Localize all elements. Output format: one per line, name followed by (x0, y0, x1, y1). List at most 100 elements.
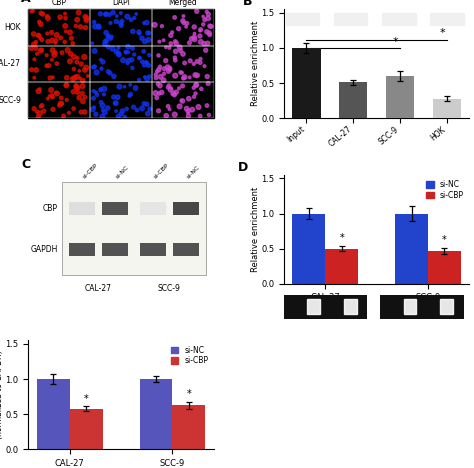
Point (70, 53, 78, 60)
Point (183, 20, 191, 27)
Point (140, 48, 147, 55)
Text: Merged: Merged (168, 0, 197, 7)
Point (33, 50, 41, 58)
Point (140, 100, 148, 107)
Point (49, 73, 56, 81)
Point (57, 94, 65, 102)
Text: CAL-27: CAL-27 (85, 284, 112, 293)
Point (67, 50, 74, 58)
Point (121, 113, 128, 120)
Bar (395, 213, 428, 284)
Point (121, 83, 128, 90)
Point (122, 48, 130, 56)
Point (117, 9, 125, 17)
Point (58, 100, 65, 107)
Point (48, 56, 55, 64)
Bar (28, 9, 90, 46)
Point (172, 37, 179, 45)
Point (126, 92, 133, 100)
Bar (62, 183, 206, 275)
Bar (173, 405, 205, 449)
Point (38, 36, 46, 44)
Point (101, 40, 109, 48)
Point (192, 81, 200, 89)
Bar (28, 82, 90, 118)
Point (97, 99, 105, 106)
Point (203, 73, 211, 80)
Point (184, 112, 192, 120)
Point (36, 110, 44, 117)
Point (104, 33, 112, 40)
Point (72, 73, 79, 81)
Point (70, 74, 78, 82)
Point (152, 89, 159, 97)
Point (142, 58, 150, 66)
Legend: si-NC, si-CBP: si-NC, si-CBP (425, 179, 465, 201)
Point (185, 95, 192, 102)
Point (76, 74, 84, 82)
Point (153, 94, 161, 102)
Point (181, 59, 189, 67)
Point (97, 10, 104, 18)
Point (65, 109, 73, 117)
Point (190, 84, 198, 91)
Text: A: A (21, 0, 31, 5)
Point (108, 33, 115, 41)
Point (154, 67, 161, 75)
Point (73, 16, 81, 23)
Point (118, 21, 126, 28)
Point (52, 89, 60, 96)
Point (77, 108, 85, 116)
Point (180, 19, 188, 27)
Point (69, 40, 77, 47)
Bar (70, 409, 102, 449)
Point (158, 22, 166, 30)
Point (30, 105, 38, 112)
Point (79, 82, 86, 90)
Point (193, 58, 201, 65)
Text: C: C (21, 158, 30, 170)
Point (95, 22, 102, 30)
Point (127, 81, 134, 88)
Point (196, 27, 204, 34)
Point (125, 48, 132, 56)
Point (48, 37, 56, 44)
Point (132, 10, 140, 18)
Point (160, 70, 168, 77)
Point (114, 94, 121, 101)
Point (69, 75, 77, 83)
Point (164, 64, 172, 71)
Point (62, 22, 69, 29)
Point (62, 28, 70, 35)
Text: si-CBP: si-CBP (82, 162, 100, 179)
Point (146, 29, 153, 37)
Point (35, 113, 42, 120)
Point (38, 46, 46, 54)
Point (173, 40, 180, 47)
Bar (339, 82, 367, 118)
Point (191, 90, 199, 97)
Point (138, 58, 146, 66)
Text: CAL-27: CAL-27 (0, 59, 21, 68)
Bar (69, 202, 95, 215)
Point (63, 74, 71, 81)
Point (105, 68, 112, 75)
Point (129, 44, 137, 52)
Point (102, 11, 109, 18)
Point (79, 98, 87, 105)
Point (138, 104, 146, 112)
Point (206, 31, 213, 38)
Point (143, 101, 151, 108)
Point (109, 9, 117, 16)
Point (193, 72, 201, 79)
Point (146, 105, 154, 113)
Point (63, 96, 71, 103)
Bar (140, 202, 166, 215)
Point (37, 103, 45, 110)
Point (104, 104, 111, 112)
Point (186, 39, 193, 46)
Point (164, 102, 172, 110)
Point (182, 23, 190, 30)
Point (37, 47, 45, 54)
Point (151, 21, 158, 29)
